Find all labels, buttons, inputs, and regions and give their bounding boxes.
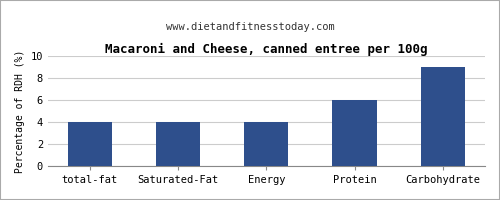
Y-axis label: Percentage of RDH (%): Percentage of RDH (%)	[15, 49, 25, 173]
Bar	[420, 67, 465, 166]
Bar	[156, 122, 200, 166]
Text: www.dietandfitnesstoday.com: www.dietandfitnesstoday.com	[166, 22, 334, 32]
Bar	[68, 122, 112, 166]
Bar	[244, 122, 288, 166]
Title: Macaroni and Cheese, canned entree per 100g: Macaroni and Cheese, canned entree per 1…	[105, 43, 428, 56]
Bar	[332, 100, 376, 166]
